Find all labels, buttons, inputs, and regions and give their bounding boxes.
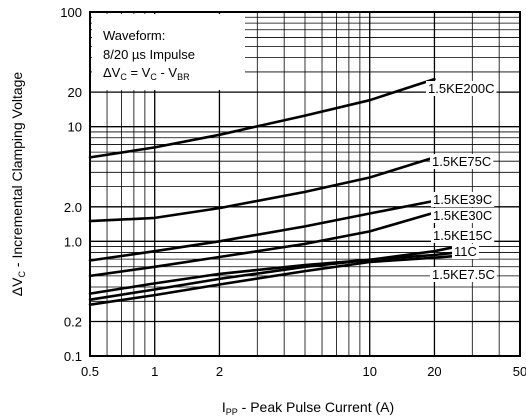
series-label-group: 1.5KE39C xyxy=(431,192,495,207)
y-tick-label: 20 xyxy=(68,85,82,100)
x-tick-label: 20 xyxy=(427,364,441,379)
y-tick-label: 1.0 xyxy=(64,234,82,249)
series-label: 1.5KE75C xyxy=(432,154,491,169)
y-tick-label: 2.0 xyxy=(64,200,82,215)
y-tick-label: 10 xyxy=(68,120,82,135)
series-line-1-5ke7-5c xyxy=(88,254,453,307)
series-line-1-5ke200c xyxy=(88,77,436,159)
series-lines xyxy=(88,77,453,307)
series-label-group: 11C xyxy=(452,244,479,259)
y-axis-label: ΔVC - Incremental Clamping Voltage xyxy=(9,72,27,297)
series-label-background xyxy=(426,81,497,96)
y-tick-label: 0.1 xyxy=(64,349,82,364)
series-label-background xyxy=(430,154,494,169)
plot-border xyxy=(89,11,521,357)
series-line-1-5ke39c xyxy=(88,199,436,262)
series-label-background xyxy=(431,208,495,223)
series-label-background xyxy=(431,228,495,243)
series-label-background xyxy=(431,192,495,207)
series-label-group: 1.5KE200C xyxy=(426,81,497,96)
x-tick-label: 50 xyxy=(513,364,526,379)
tick-labels: 0.5 1 2 10 20 50 0.1 0.2 1.0 2.0 10 20 100 xyxy=(60,5,526,379)
series-label-background xyxy=(430,267,497,282)
series-label-group: 1.5KE75C xyxy=(430,154,494,169)
series-line-1-5ke30c xyxy=(88,211,436,278)
series-label: 1.5KE15C xyxy=(433,228,492,243)
series-label-group: 1.5KE30C xyxy=(431,208,495,223)
x-axis-label: IPP - Peak Pulse Current (A) xyxy=(222,399,394,417)
series-line-1-5ke75c xyxy=(88,156,436,223)
series-label: 1.5KE30C xyxy=(433,208,492,223)
x-tick-label: 1 xyxy=(151,364,158,379)
x-tick-label: 0.5 xyxy=(81,364,99,379)
series-line-11c xyxy=(88,251,453,295)
series-label-group: 1.5KE7.5C xyxy=(430,267,497,282)
x-tick-label: 2 xyxy=(216,364,223,379)
series-label: 1.5KE200C xyxy=(428,81,495,96)
series-label: 11C xyxy=(454,244,477,259)
series-label: 1.5KE39C xyxy=(433,192,492,207)
series-label-group: 1.5KE15C xyxy=(431,228,495,243)
series-label-background xyxy=(452,244,479,259)
series-label: 1.5KE7.5C xyxy=(432,267,495,282)
y-tick-label: 100 xyxy=(60,5,82,20)
annotation-line-2: 8/20 µs Impulse xyxy=(103,47,195,62)
annotation-line-3: ΔVC = VC - VBR xyxy=(103,65,190,82)
x-tick-label: 10 xyxy=(362,364,376,379)
annotation-line-1: Waveform: xyxy=(103,28,165,43)
y-tick-label: 0.2 xyxy=(64,314,82,329)
series-line-1-5ke15c xyxy=(88,246,453,302)
annotation-background xyxy=(92,14,245,90)
waveform-annotation: Waveform: 8/20 µs Impulse ΔVC = VC - VBR xyxy=(92,14,245,90)
